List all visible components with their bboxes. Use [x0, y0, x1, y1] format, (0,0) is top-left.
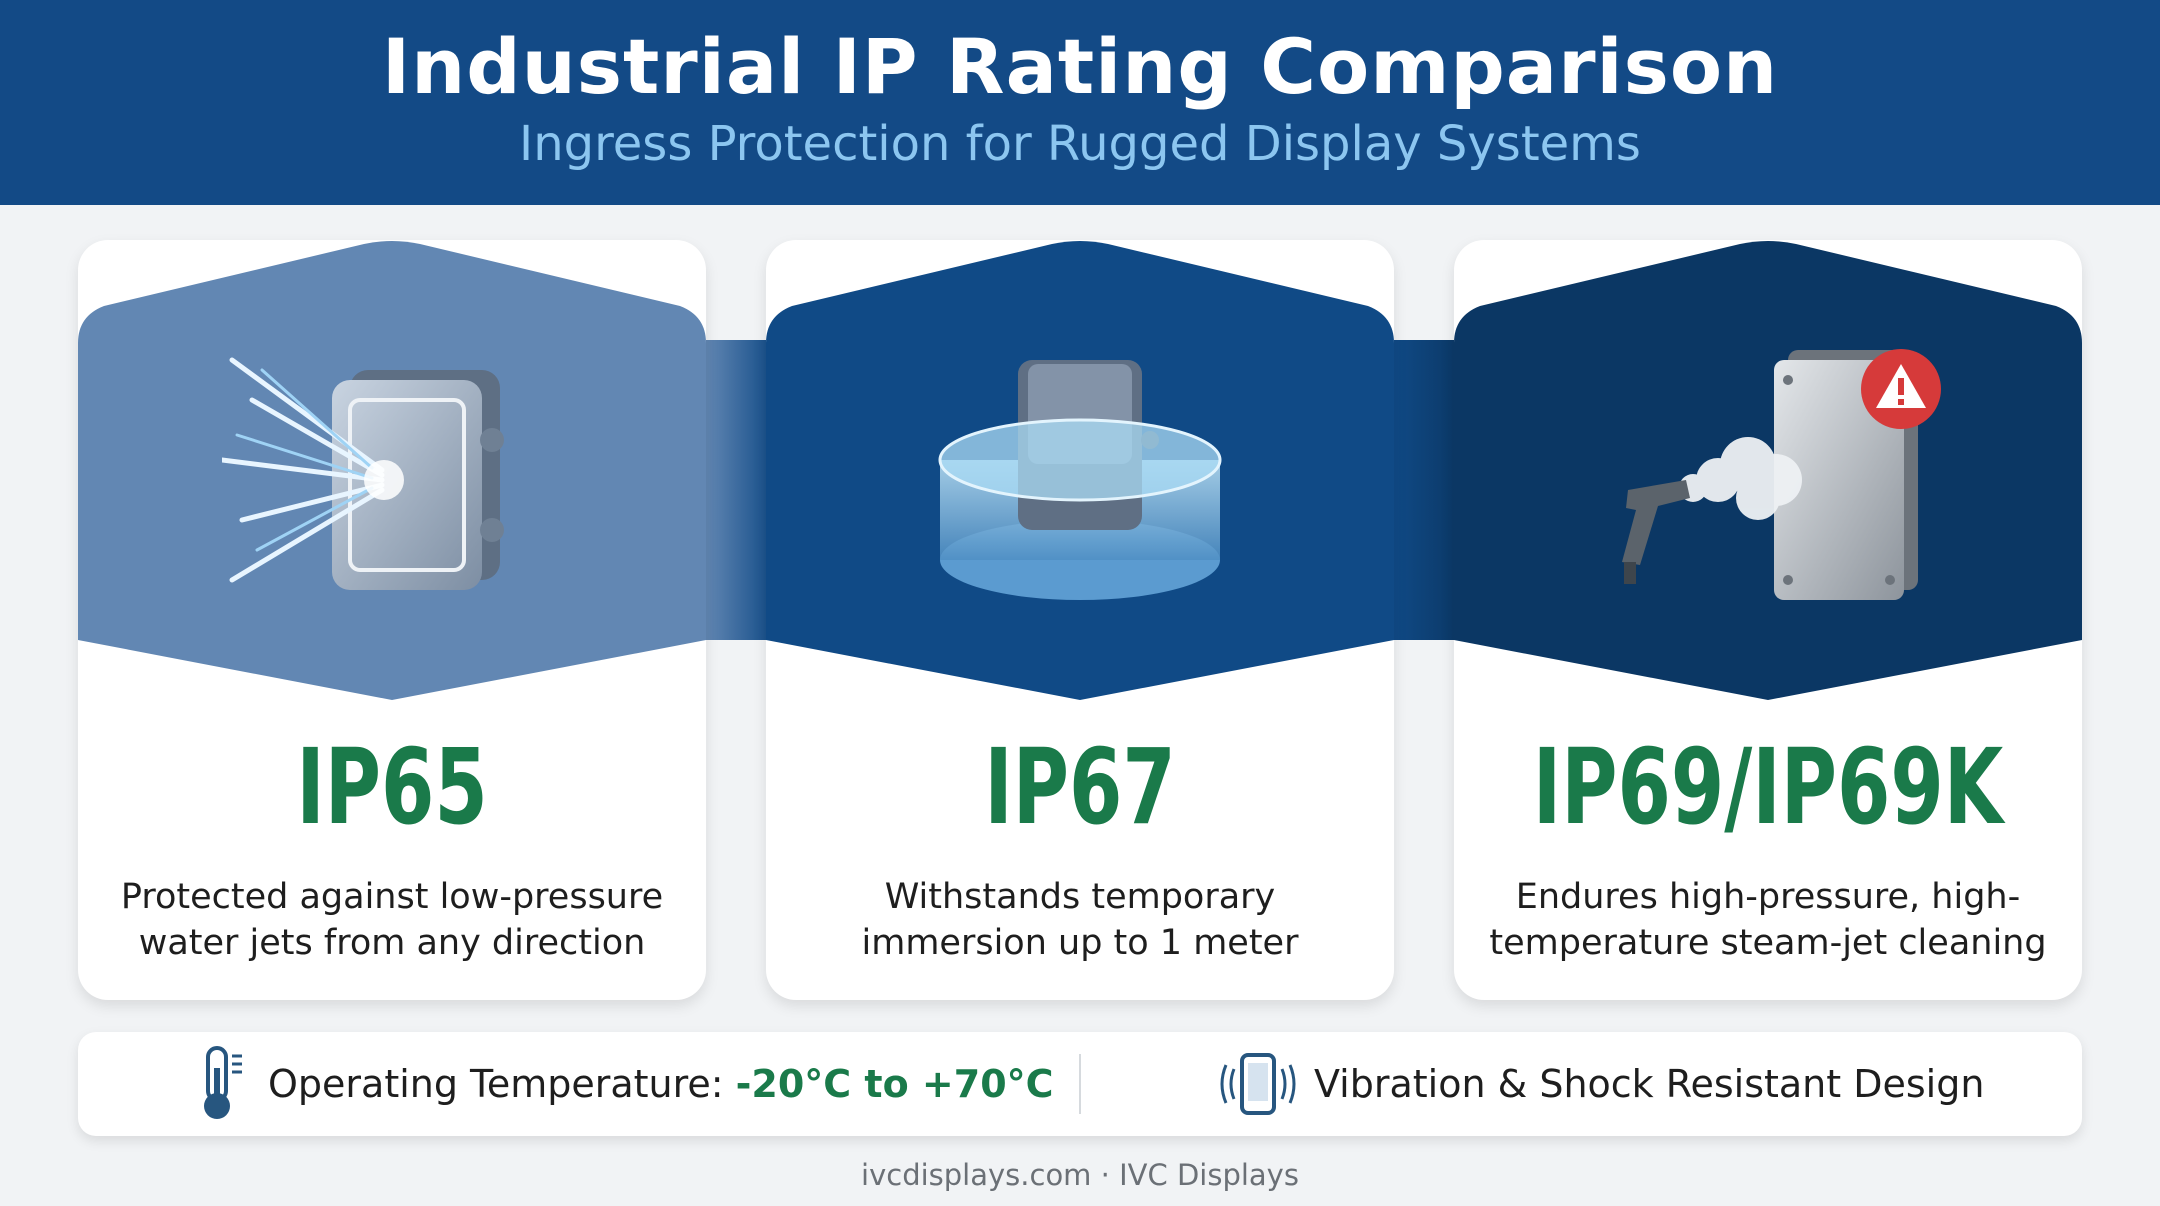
vibrating-device-icon [1220, 1053, 1296, 1115]
rating-description: Protected against low-pressure water jet… [98, 874, 686, 966]
feature-vibration: Vibration & Shock Resistant Design [1218, 1032, 1984, 1136]
page-subtitle: Ingress Protection for Rugged Display Sy… [519, 116, 1641, 172]
footer-credit: ivcdisplays.com · IVC Displays [861, 1158, 1299, 1192]
immersed-enclosure-icon [938, 360, 1222, 600]
description-line: temperature steam-jet cleaning [1489, 923, 2047, 963]
feature-temperature: Operating Temperature: -20°C to +70°C [196, 1032, 1054, 1136]
vibration-label: Vibration & Shock Resistant Design [1314, 1062, 1985, 1106]
temperature-label-text: Operating Temperature: [268, 1062, 736, 1106]
description-line: Protected against low-pressure [120, 877, 664, 917]
card-connector-right [1394, 340, 1464, 640]
rating-label: IP67 [984, 726, 1176, 848]
card-ip65: IP65 Protected against low-pressure wate… [78, 240, 706, 1000]
rating-description: Withstands temporary immersion up to 1 m… [786, 874, 1374, 966]
rating-description: Endures high-pressure, high- temperature… [1474, 874, 2062, 966]
header-banner: Industrial IP Rating Comparison Ingress … [0, 0, 2160, 205]
temperature-label: Operating Temperature: -20°C to +70°C [268, 1062, 1054, 1106]
card-connector-left [706, 340, 776, 640]
page-title: Industrial IP Rating Comparison [381, 22, 1779, 111]
warning-badge-icon [1861, 349, 1941, 429]
feature-divider [1079, 1054, 1081, 1114]
rating-label: IP65 [296, 726, 488, 848]
card-ip67: IP67 Withstands temporary immersion up t… [766, 240, 1394, 1000]
description-line: water jets from any direction [138, 923, 646, 963]
description-line: Withstands temporary [884, 877, 1276, 917]
description-line: Endures high-pressure, high- [1515, 877, 2021, 917]
thermometer-icon [204, 1046, 242, 1119]
features-bar: Operating Temperature: -20°C to +70°C Vi… [78, 1032, 2082, 1136]
description-line: immersion up to 1 meter [861, 923, 1299, 963]
temperature-range: -20°C to +70°C [735, 1062, 1054, 1106]
card-ip69: IP69/IP69K Endures high-pressure, high- … [1454, 240, 2082, 1000]
water-jet-enclosure-icon [222, 357, 504, 590]
rating-label: IP69/IP69K [1532, 726, 2004, 848]
